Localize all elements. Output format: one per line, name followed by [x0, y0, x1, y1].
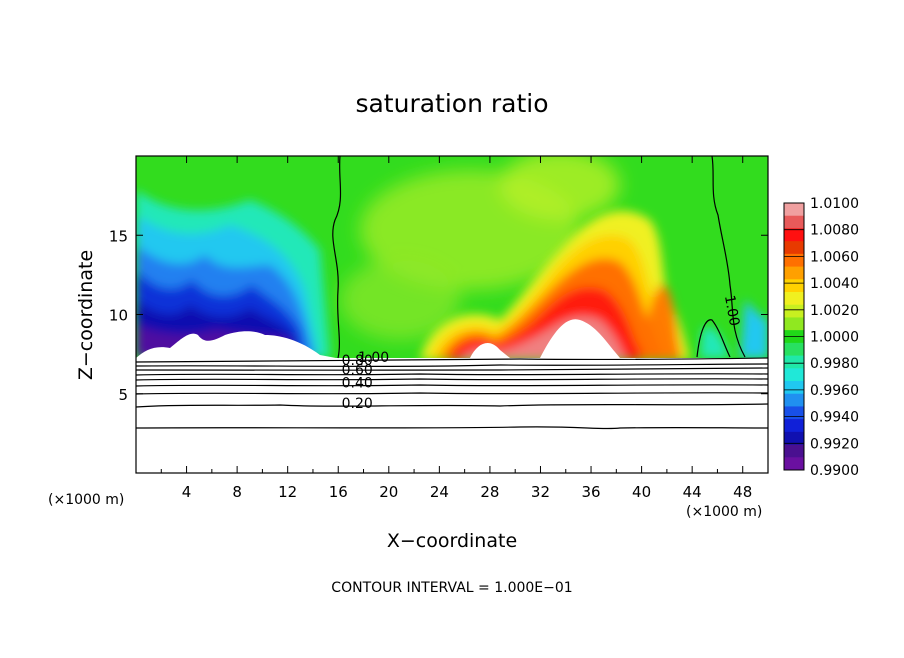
colorbar-label: 0.9960 [810, 383, 859, 399]
colorbar-label: 1.0080 [810, 223, 859, 239]
colorbar-segment [784, 215, 804, 229]
colorbar-segment [784, 419, 804, 433]
contour-labels: 1.000.800.600.400.201.00 [342, 294, 742, 412]
y-tick-label: 10 [109, 307, 128, 325]
y-axis: 5 10 15 [109, 227, 768, 404]
y-axis-label: Z−coordinate [75, 250, 97, 380]
colorbar-segment [784, 228, 804, 242]
contour-label: 0.20 [342, 396, 373, 412]
colorbar-segment [784, 381, 804, 395]
colorbar-label: 1.0020 [810, 303, 859, 319]
x-tick-label: 12 [278, 483, 297, 501]
colorbar-label: 1.0040 [810, 276, 859, 292]
x-unit-left: (×1000 m) [48, 492, 124, 508]
colorbar-label: 0.9900 [810, 463, 859, 479]
x-tick-label: 20 [379, 483, 398, 501]
x-tick-label: 8 [232, 483, 242, 501]
colorbar-segment [784, 444, 804, 458]
colorbar-segment [784, 406, 804, 420]
colorbar-segment [784, 203, 804, 217]
x-tick-label: 36 [581, 483, 600, 501]
contour-label: 0.40 [342, 375, 373, 391]
colorbar-segment [784, 279, 804, 293]
x-tick-label: 28 [480, 483, 499, 501]
colorbar-label: 0.9940 [810, 410, 859, 426]
colorbar-label: 1.0100 [810, 196, 859, 212]
colorbar-segment [784, 342, 804, 357]
contour-label: 1.00 [358, 350, 389, 366]
colorbar-label: 0.9920 [810, 436, 859, 452]
x-axis-label: X−coordinate [387, 530, 517, 552]
colorbar-label: 0.9980 [810, 356, 859, 372]
colorbar-segment [784, 266, 804, 280]
colorbar-segment [784, 253, 804, 268]
x-tick-label: 48 [733, 483, 752, 501]
colorbar-segment [784, 368, 804, 382]
colorbar-segment [784, 317, 804, 331]
colorbar-label: 1.0060 [810, 249, 859, 265]
colorbar-segment [784, 457, 804, 471]
x-tick-label: 32 [531, 483, 550, 501]
x-tick-label: 40 [632, 483, 651, 501]
colorbar-segment [784, 241, 804, 255]
x-tick-label: 44 [683, 483, 702, 501]
colorbar-segment [784, 304, 804, 318]
contour-interval-footer: CONTOUR INTERVAL = 1.000E−01 [331, 580, 572, 596]
colorbar-segment [784, 292, 804, 306]
contour-label: 0.80 [342, 353, 373, 369]
colorbar-segment [784, 431, 804, 446]
colorbar-label: 1.0000 [810, 330, 859, 346]
colorbar-segment [784, 393, 804, 407]
x-tick-label: 24 [430, 483, 449, 501]
chart-title: saturation ratio [355, 89, 548, 118]
y-tick-label: 15 [109, 227, 128, 245]
x-tick-label: 16 [329, 483, 348, 501]
heatmap-field [136, 156, 768, 473]
contour-lines [136, 156, 768, 430]
y-tick-label: 5 [118, 386, 128, 404]
colorbar: 1.0100 1.0080 1.0060 1.0040 1.0020 1.0000 0.99… [783, 196, 859, 479]
x-tick-label: 4 [182, 483, 192, 501]
x-unit-right: (×1000 m) [686, 504, 762, 520]
colorbar-segment [784, 355, 804, 369]
contour-label: 1.00 [721, 294, 742, 327]
x-axis: 4 8 12 16 20 24 28 32 36 40 44 48 [160, 156, 752, 501]
contour-label: 0.60 [342, 363, 373, 379]
